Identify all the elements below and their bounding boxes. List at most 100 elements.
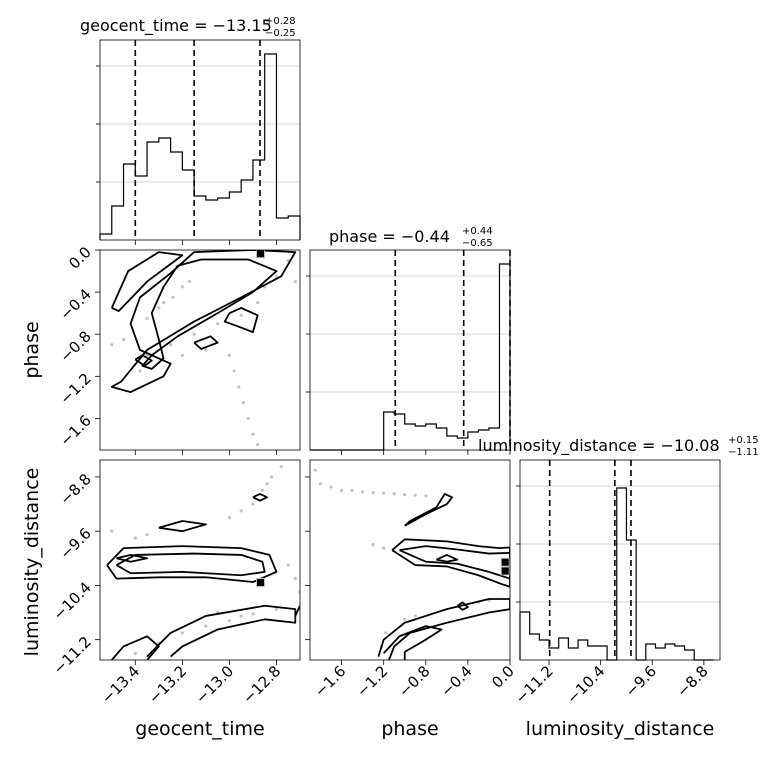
xlabel-phase: phase	[381, 718, 438, 740]
ylabel-phase: phase	[21, 321, 43, 378]
scatter-point	[403, 617, 407, 621]
scatter-point	[227, 353, 232, 357]
scatter-point	[256, 443, 260, 447]
scatter-point	[204, 624, 208, 628]
scatter-point	[157, 306, 161, 310]
contour-line	[141, 258, 278, 370]
phase-tick-label: −0.8	[395, 662, 433, 700]
density-peak-cell	[257, 579, 264, 587]
title-luminosity-distance-sup: +0.15	[728, 435, 759, 446]
contour-line	[134, 354, 153, 367]
scatter-point	[329, 485, 333, 489]
scatter-point	[270, 475, 274, 479]
scatter-point	[239, 313, 243, 317]
title-geocent-time-sub: −0.25	[265, 28, 296, 39]
scatter-point	[361, 490, 365, 494]
title-phase-sub: −0.65	[462, 238, 493, 249]
scatter-point	[293, 279, 297, 284]
phase-tick-label: −1.2	[353, 662, 391, 700]
scatter-point	[145, 316, 149, 321]
title-luminosity-distance: luminosity_distance = −10.08	[478, 436, 720, 456]
contour-line	[116, 552, 266, 577]
luminosity-distance-y-tick-label: −11.2	[50, 633, 95, 678]
scatter-point	[239, 509, 243, 513]
xlabel-luminosity-distance: luminosity_distance	[526, 718, 715, 740]
title-geocent-time: geocent_time = −13.15	[80, 16, 272, 36]
title-geocent-time-sup: +0.28	[265, 16, 296, 27]
scatter-point	[274, 607, 279, 611]
scatter-point	[216, 322, 220, 326]
scatter-point	[161, 301, 166, 305]
scatter-point	[180, 285, 184, 289]
scatter-point	[413, 493, 417, 497]
contour-line	[456, 601, 469, 611]
scatter-point	[227, 619, 232, 623]
scatter-point	[371, 543, 375, 547]
scatter-point	[403, 492, 407, 497]
contour-plot-area	[110, 250, 297, 447]
scatter-point	[180, 631, 184, 635]
scatter-point	[180, 353, 184, 357]
scatter-point	[293, 577, 297, 581]
hist-step-line	[310, 263, 511, 451]
scatter-point	[251, 502, 255, 506]
contour-plot-area	[313, 468, 510, 660]
scatter-point	[168, 343, 173, 347]
scatter-point	[256, 301, 260, 305]
contour-line	[110, 251, 184, 312]
contour-line	[391, 538, 510, 588]
hist-frame	[519, 459, 721, 661]
contour-line	[223, 306, 259, 334]
contour-line	[106, 545, 278, 583]
scatter-point	[274, 274, 279, 278]
phase-y-tick-label: −1.2	[56, 369, 94, 407]
phase-y-tick-label: −0.8	[56, 327, 94, 365]
hist-panel-luminosity-distance	[516, 460, 720, 661]
geocent-time-tick-label: −13.4	[98, 662, 143, 707]
density-peak-cell	[501, 567, 509, 575]
luminosity-distance-y-tick-label: −10.4	[50, 579, 95, 624]
contour-frame	[309, 459, 511, 661]
scatter-point	[241, 401, 246, 405]
contour-plot-area	[106, 465, 300, 660]
hist-frame	[309, 249, 511, 451]
contour-line	[116, 554, 148, 563]
density-peak-cell	[501, 558, 509, 566]
phase-y-tick-label: −1.6	[56, 412, 94, 450]
contour-line	[377, 598, 510, 660]
contour-line	[110, 250, 297, 394]
scatter-point	[339, 488, 344, 493]
ylabel-luminosity-distance: luminosity_distance	[21, 468, 43, 657]
title-phase-sup: +0.44	[462, 226, 493, 237]
hist-frame	[99, 39, 301, 241]
scatter-point	[279, 465, 283, 469]
scatter-point	[413, 614, 417, 618]
scatter-point	[138, 369, 142, 373]
scatter-point	[110, 343, 114, 347]
contour-line	[193, 335, 219, 350]
luminosity-distance-y-tick-label: −8.8	[56, 470, 94, 508]
scatter-point	[246, 416, 250, 421]
scatter-point	[110, 529, 114, 533]
contour-line	[252, 492, 268, 502]
scatter-point	[232, 369, 236, 373]
scatter-point	[133, 536, 137, 540]
contour-panel-2	[313, 468, 510, 660]
scatter-point	[251, 432, 255, 436]
scatter-point	[227, 516, 232, 520]
contour-frame	[99, 459, 301, 661]
phase-tick-label: −1.6	[311, 662, 349, 700]
phase-y-tick-label: 0.0	[65, 243, 95, 273]
luminosity-distance-y-tick-label: −9.6	[56, 524, 94, 562]
scatter-point	[382, 491, 386, 495]
scatter-point	[192, 332, 196, 336]
luminosity-distance-tick-label: −10.4	[563, 662, 608, 707]
scatter-point	[382, 546, 386, 550]
xlabel-geocent-time: geocent_time	[135, 718, 264, 740]
luminosity-distance-tick-label: −8.8	[673, 662, 711, 700]
contour-line	[383, 625, 443, 660]
scatter-point	[260, 488, 264, 493]
contour-line	[404, 492, 454, 527]
title-phase: phase = −0.44	[329, 227, 450, 246]
contour-panel-0	[110, 250, 297, 447]
